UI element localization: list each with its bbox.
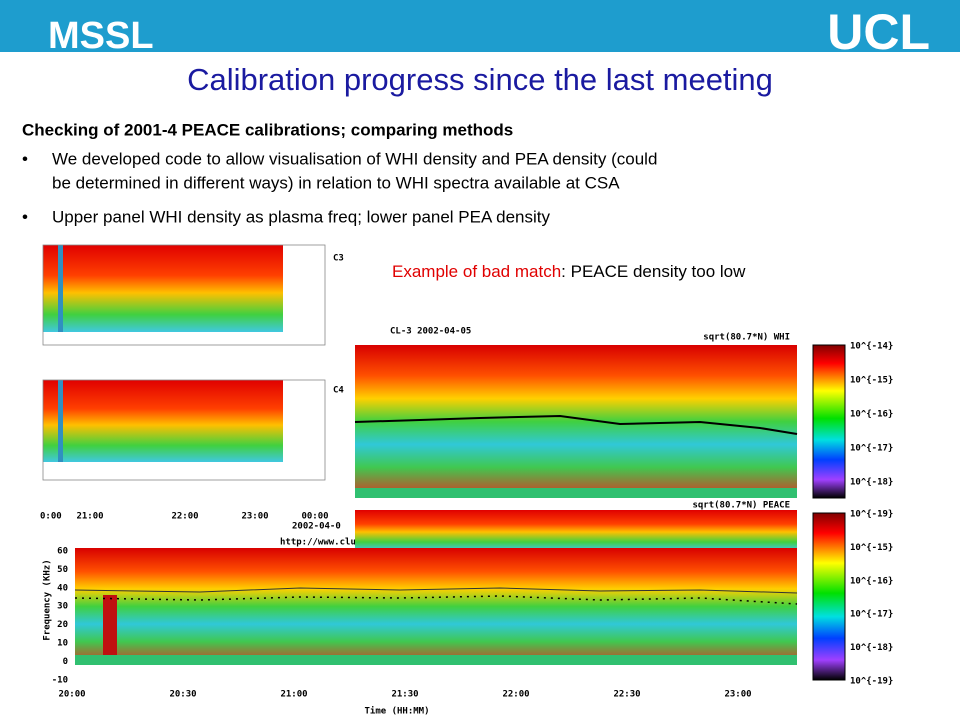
left-spectrogram	[43, 245, 283, 332]
url: http://www.cluster.	[280, 538, 383, 548]
bullet-marker: •	[22, 149, 28, 168]
logo-left: MSSL	[48, 15, 154, 57]
band	[75, 655, 797, 665]
lower-spectrogram	[75, 548, 797, 665]
colorbar-tick: 10^{-14}	[850, 342, 893, 352]
panel-label: C3	[333, 254, 344, 264]
logo-right: UCL	[827, 4, 930, 60]
spike	[103, 595, 117, 655]
y-tick: 30	[57, 602, 68, 612]
time-tick: 0:00	[40, 512, 62, 522]
plot-title: CL-3 2002-04-05	[390, 327, 471, 337]
x-tick: 22:00	[502, 690, 529, 700]
heading: Checking of 2001-4 PEACE calibrations; c…	[22, 120, 513, 139]
colorbar	[812, 512, 846, 681]
y-tick: 50	[57, 565, 68, 575]
x-axis-label: Time (HH:MM)	[364, 706, 429, 717]
annotation-highlight: Example of bad match	[392, 262, 561, 281]
upper-label: sqrt(80.7*N) WHI	[703, 333, 790, 343]
band	[355, 488, 797, 498]
x-tick: 20:30	[169, 690, 196, 700]
x-tick: 20:00	[58, 690, 85, 700]
y-tick: 40	[57, 583, 68, 593]
density-trace	[74, 587, 798, 594]
colorbar-tick: 10^{-19}	[850, 510, 893, 520]
header-bar	[0, 0, 960, 52]
lower-label: sqrt(80.7*N) PEACE	[692, 501, 790, 511]
lower-spectrogram	[355, 510, 797, 550]
colorbar-tick: 10^{-17}	[850, 444, 893, 454]
bullet-text: be determined in different ways) in rela…	[52, 173, 620, 192]
x-tick: 21:00	[280, 690, 307, 700]
date: 2002-04-0	[292, 522, 341, 532]
colorbar-tick: 10^{-19}	[850, 677, 893, 687]
annotation: Example of bad match: PEACE density too …	[392, 262, 746, 281]
y-tick: 0	[63, 657, 68, 667]
colorbar-tick: 10^{-17}	[850, 610, 893, 620]
spike	[58, 245, 63, 332]
colorbar-tick: 10^{-16}	[850, 410, 893, 420]
y-tick: -10	[52, 675, 68, 685]
panel-frame	[42, 379, 326, 481]
time-tick: 00:00	[301, 512, 328, 522]
bullets: • We developed code to allow visualisatio…	[22, 149, 657, 226]
y-tick: 60	[57, 547, 68, 557]
y-tick: 10	[57, 639, 68, 649]
colorbar-tick: 10^{-15}	[850, 543, 893, 553]
x-tick: 23:00	[724, 690, 751, 700]
panel-frame	[42, 244, 326, 346]
colorbar-tick: 10^{-15}	[850, 376, 893, 386]
x-tick: 22:30	[613, 690, 640, 700]
time-tick: 21:00	[76, 512, 103, 522]
time-tick: 22:00	[171, 512, 198, 522]
colorbar-tick: 10^{-18}	[850, 478, 893, 488]
density-trace	[354, 414, 798, 435]
x-tick: 21:30	[391, 690, 418, 700]
colorbar-tick: 10^{-18}	[850, 643, 893, 653]
left-spectrogram	[43, 380, 283, 462]
bullet-text: Upper panel WHI density as plasma freq; …	[52, 207, 550, 226]
upper-spectrogram	[355, 345, 797, 498]
slide-title: Calibration progress since the last meet…	[187, 62, 773, 97]
annotation-rest: : PEACE density too low	[561, 262, 746, 281]
y-axis-label: Frequency (KHz)	[43, 559, 53, 640]
y-tick: 20	[57, 620, 68, 630]
bullet-marker: •	[22, 207, 28, 226]
density-trace	[74, 595, 798, 605]
colorbar	[812, 344, 846, 499]
bullet-text: We developed code to allow visualisation…	[52, 149, 657, 168]
colorbar-tick: 10^{-16}	[850, 576, 893, 586]
panel-label: C4	[333, 386, 344, 396]
time-tick: 23:00	[241, 512, 268, 522]
spike	[58, 380, 63, 462]
